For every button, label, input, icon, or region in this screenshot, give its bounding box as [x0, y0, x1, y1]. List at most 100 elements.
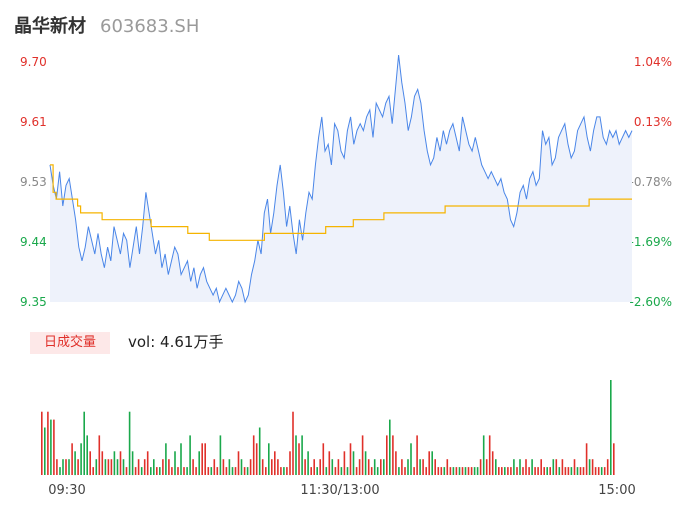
volume-bar	[376, 467, 379, 475]
percent-tick-label: -0.78%	[630, 175, 672, 189]
volume-tab[interactable]: 日成交量	[30, 332, 110, 354]
volume-bar	[68, 459, 70, 475]
volume-bar	[319, 459, 321, 475]
volume-bar	[582, 467, 585, 475]
volume-bar	[440, 467, 443, 475]
volume-bar	[237, 451, 240, 476]
volume-bar	[340, 467, 343, 475]
volume-bar	[491, 451, 494, 476]
volume-bar	[464, 467, 467, 475]
volume-bar	[180, 443, 182, 475]
volume-bar	[174, 451, 176, 476]
volume-bar	[98, 435, 101, 475]
volume-bar	[195, 467, 197, 475]
volume-bar	[146, 451, 149, 476]
price-tick-label: 9.70	[20, 55, 47, 69]
volume-bar	[77, 459, 79, 475]
time-axis: 09:30 11:30/13:00 15:00	[48, 483, 635, 498]
volume-bar	[479, 459, 482, 475]
volume-bar	[603, 467, 606, 475]
volume-bar	[519, 459, 521, 475]
volume-bar	[137, 459, 140, 475]
volume-bar	[373, 459, 376, 475]
volume-bar	[56, 459, 58, 475]
volume-bar	[47, 411, 49, 475]
volume-bar	[313, 459, 315, 475]
volume-bar	[261, 459, 264, 475]
volume-bar	[240, 459, 243, 475]
volume-bar	[528, 467, 530, 475]
volume-bar	[162, 459, 164, 475]
volume-bar	[476, 467, 479, 475]
stock-name: 晶华新材	[14, 16, 86, 37]
volume-bar	[364, 451, 367, 476]
volume-bar	[283, 467, 285, 475]
volume-bar	[186, 467, 188, 475]
volume-bar	[564, 467, 567, 475]
volume-bar	[452, 467, 455, 475]
volume-bar	[216, 467, 219, 475]
volume-bar	[71, 443, 73, 475]
price-area-layer	[49, 55, 633, 304]
volume-bar	[576, 467, 579, 475]
volume-bar	[398, 467, 400, 475]
volume-bar	[522, 467, 524, 475]
price-tick-label: 9.61	[20, 115, 47, 129]
volume-bar	[485, 459, 488, 475]
volume-bar	[510, 467, 512, 475]
volume-bar	[555, 459, 558, 475]
volume-bar	[116, 459, 119, 475]
volume-bar	[265, 467, 267, 475]
volume-bar	[65, 459, 67, 475]
volume-bar	[231, 467, 234, 475]
volume-bar	[600, 467, 603, 475]
volume-bar	[83, 411, 85, 475]
volume-bar	[125, 467, 128, 475]
volume-bar	[334, 467, 337, 475]
volume-bar	[249, 459, 252, 475]
volume-bar	[189, 435, 191, 475]
volume-bar	[367, 459, 370, 475]
volume-bar	[325, 467, 328, 475]
volume-bar	[59, 467, 61, 475]
volume-bar	[558, 467, 561, 475]
volume-bar	[295, 435, 297, 475]
volume-bar	[395, 451, 397, 476]
volume-bar	[458, 467, 461, 475]
volume-bar	[234, 467, 237, 475]
volume-bar	[274, 451, 276, 476]
volume-bar	[352, 451, 355, 476]
volume-bar	[331, 459, 334, 475]
volume-bar	[201, 443, 203, 475]
volume-bar	[119, 451, 122, 476]
volume-bar	[41, 411, 43, 475]
volume-bar	[588, 459, 591, 475]
volume-bar	[561, 459, 564, 475]
volume-bar	[104, 459, 107, 475]
volume-bar	[425, 467, 427, 475]
volume-bar	[140, 467, 143, 475]
volume-bar	[540, 459, 542, 475]
volume-bar	[213, 459, 216, 475]
volume-bar	[89, 451, 91, 476]
volume-bar	[606, 459, 609, 475]
volume-bar	[507, 467, 509, 475]
volume-bar	[361, 435, 364, 475]
volume-bar	[416, 435, 418, 475]
volume-bar	[443, 467, 446, 475]
volume-bar	[552, 459, 555, 475]
volume-bar	[413, 467, 415, 475]
volume-bar	[534, 467, 536, 475]
volume-bar	[597, 467, 600, 475]
price-area-fill	[50, 55, 632, 302]
price-line	[49, 55, 633, 304]
volume-bar	[488, 435, 491, 475]
volume-bar	[570, 467, 573, 475]
volume-bars	[41, 380, 615, 476]
volume-bar	[358, 459, 361, 475]
volume-bar	[301, 435, 303, 475]
volume-bar	[467, 467, 470, 475]
volume-bar	[495, 459, 497, 475]
volume-bar	[86, 435, 88, 475]
